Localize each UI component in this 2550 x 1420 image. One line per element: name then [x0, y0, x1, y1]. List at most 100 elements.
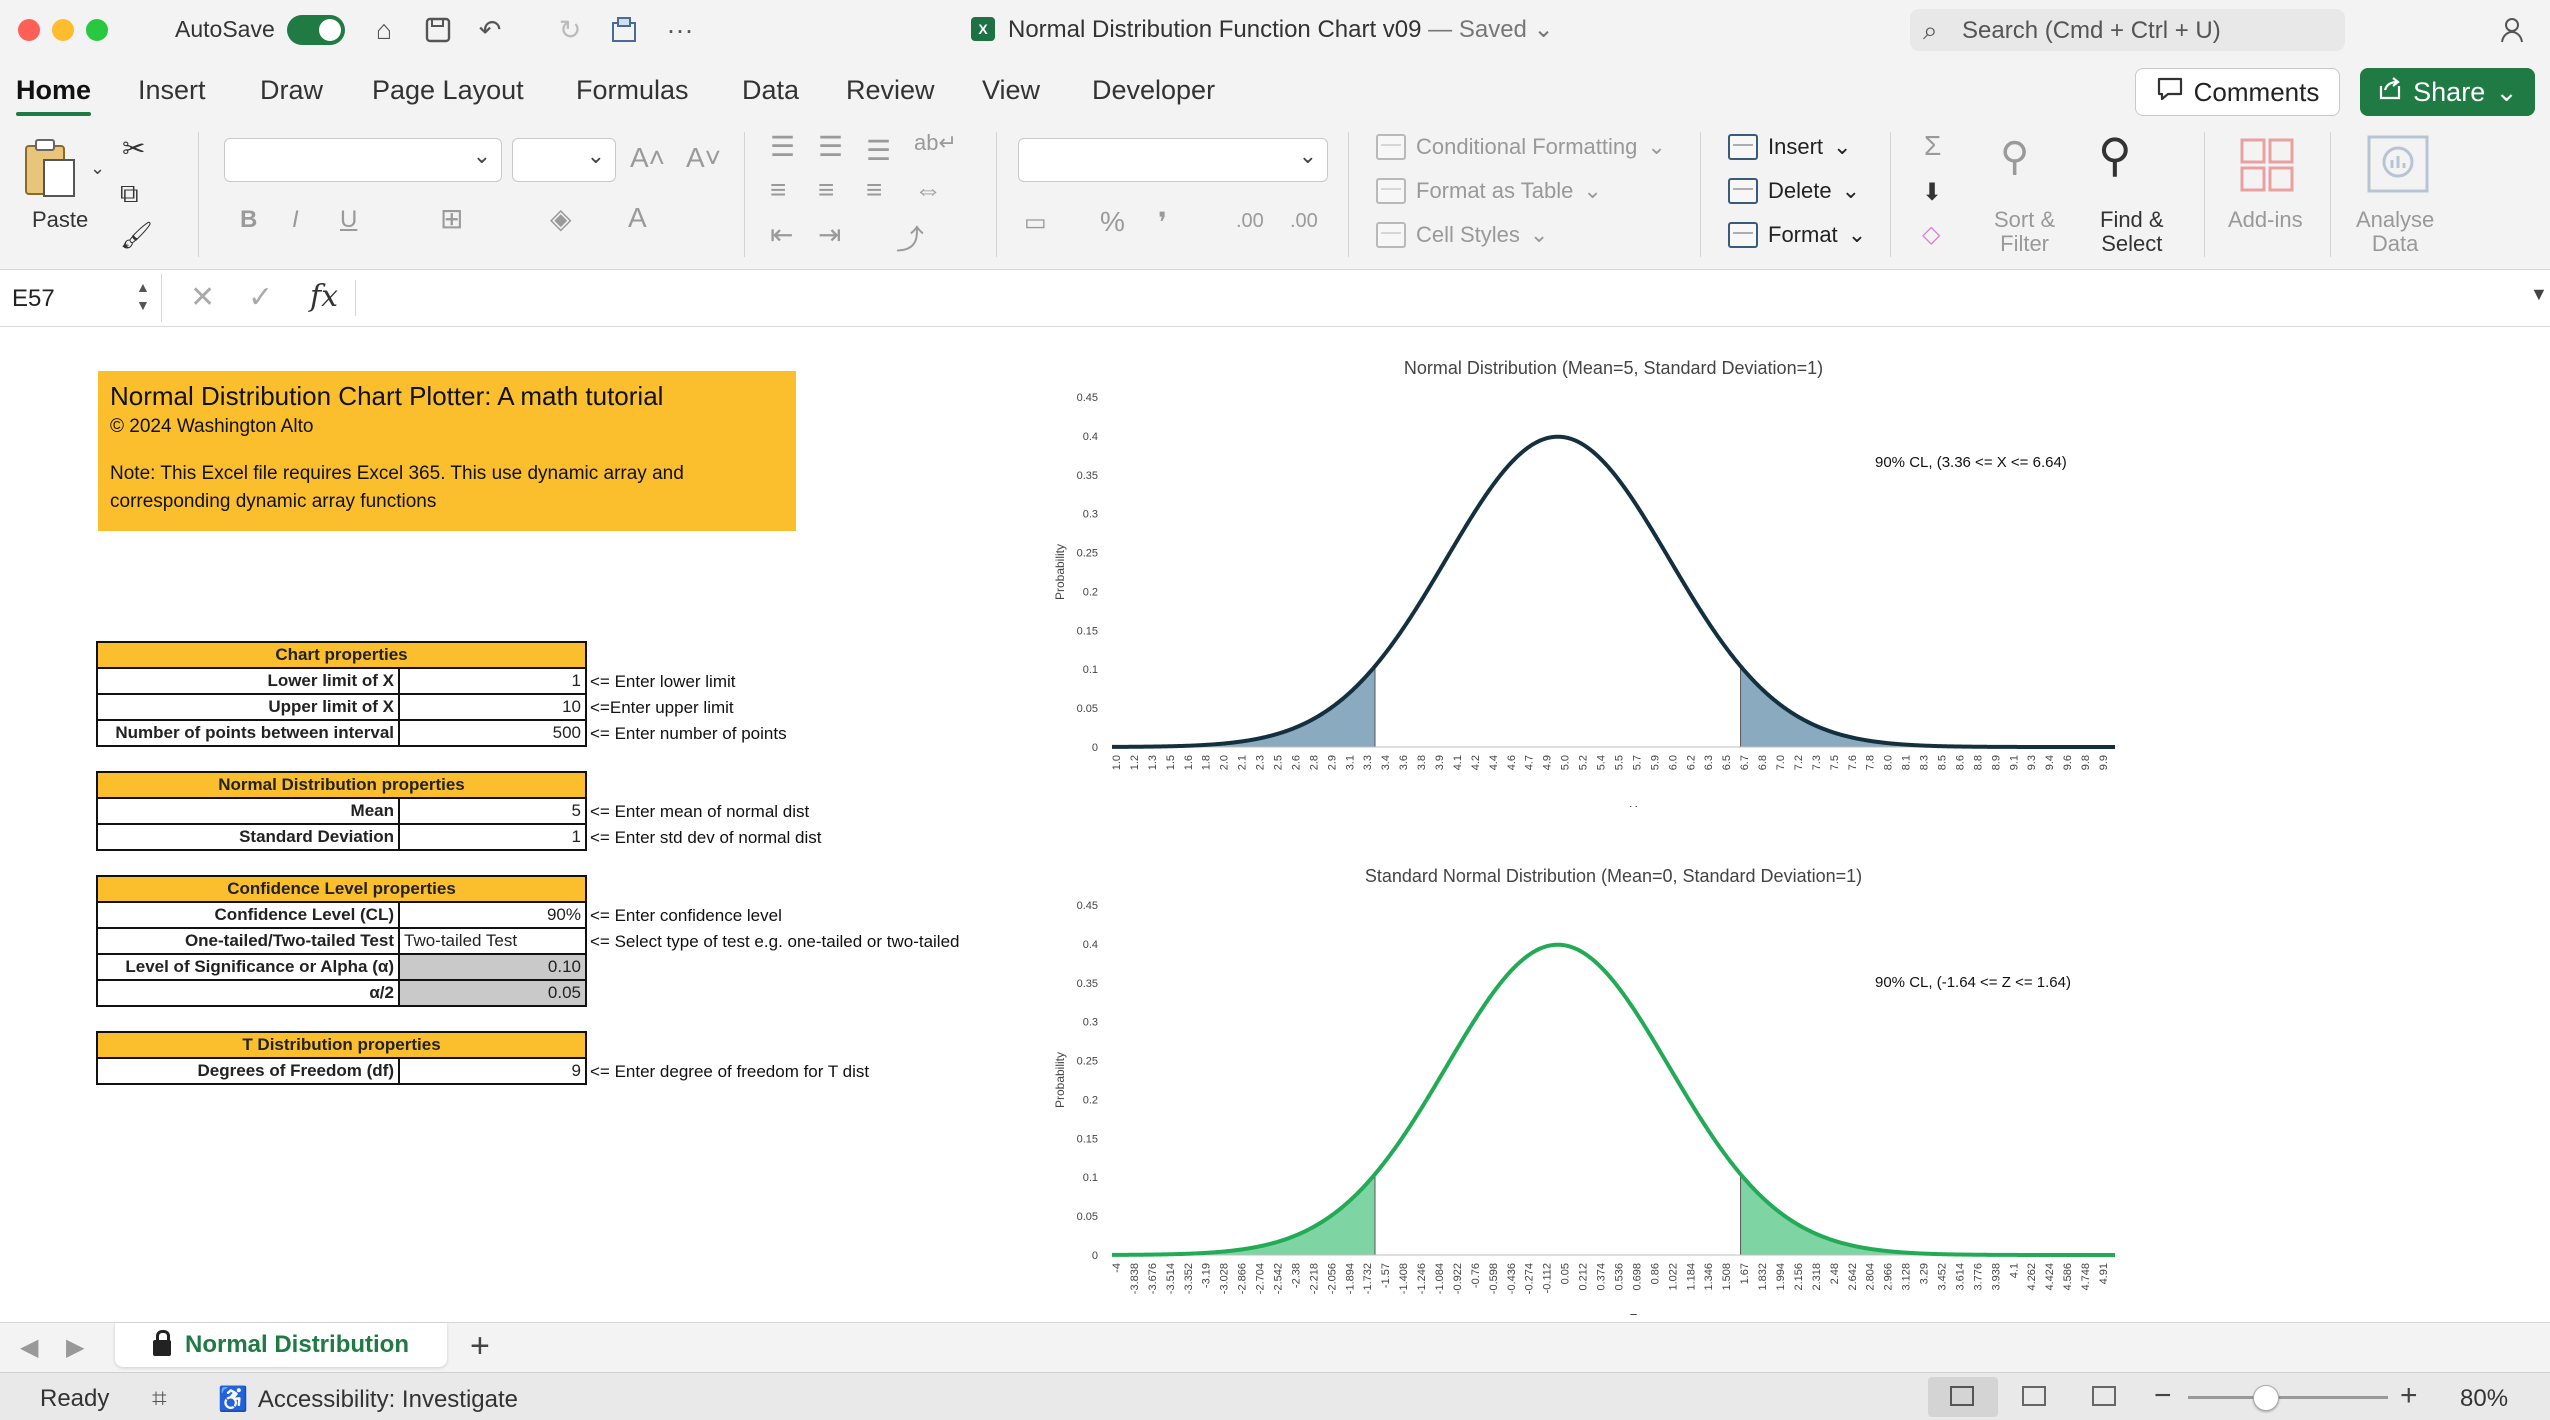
- normal-view-button[interactable]: [1928, 1377, 1998, 1417]
- property-label[interactable]: Upper limit of X: [96, 693, 400, 721]
- tab-view[interactable]: View: [982, 75, 1041, 105]
- name-box-stepper[interactable]: ▲ ▼: [136, 279, 150, 313]
- property-label[interactable]: Lower limit of X: [96, 667, 400, 695]
- redo-icon[interactable]: ↻: [558, 14, 582, 45]
- property-label[interactable]: Number of points between interval: [96, 719, 400, 747]
- format-cells-button[interactable]: Format ⌄: [1728, 222, 1866, 248]
- font-color-icon[interactable]: A: [628, 202, 647, 233]
- property-label[interactable]: α/2: [96, 979, 400, 1007]
- tab-insert[interactable]: Insert: [138, 75, 206, 105]
- tab-home[interactable]: Home: [16, 75, 92, 116]
- paste-icon[interactable]: [22, 136, 82, 205]
- confidence-level-cell[interactable]: 90%: [398, 901, 587, 929]
- account-icon[interactable]: [2496, 12, 2532, 48]
- align-right-icon[interactable]: ≡: [866, 174, 883, 205]
- find-select-label[interactable]: Find & Select: [2100, 207, 2164, 256]
- align-bottom-icon[interactable]: ☰: [866, 135, 892, 166]
- tab-draw[interactable]: Draw: [260, 75, 324, 105]
- property-label[interactable]: Confidence Level (CL): [96, 901, 400, 929]
- accessibility-status[interactable]: ♿ Accessibility: Investigate: [218, 1385, 518, 1414]
- share-button[interactable]: Share ⌄: [2360, 68, 2535, 116]
- cell-styles-button[interactable]: Cell Styles ⌄: [1376, 222, 1548, 248]
- property-label[interactable]: Level of Significance or Alpha (α): [96, 953, 400, 981]
- minimize-window-button[interactable]: [52, 19, 74, 41]
- tab-data[interactable]: Data: [742, 75, 800, 105]
- prev-sheet-icon[interactable]: ◀: [20, 1334, 39, 1361]
- mean-cell[interactable]: 5: [398, 797, 587, 825]
- worksheet-grid[interactable]: Normal Distribution Chart Plotter: A mat…: [0, 327, 2550, 1326]
- comma-style-icon[interactable]: ❜: [1158, 207, 1168, 238]
- add-ins-label[interactable]: Add-ins: [2228, 207, 2303, 232]
- decrease-indent-icon[interactable]: ⇤: [770, 219, 794, 250]
- orientation-icon[interactable]: ⤴: [896, 224, 925, 255]
- autosum-icon[interactable]: Σ: [1924, 130, 1942, 161]
- zoom-out-button[interactable]: −: [2154, 1379, 2172, 1412]
- font-name-select[interactable]: [224, 138, 502, 182]
- analyse-data-icon[interactable]: [2366, 134, 2430, 199]
- save-icon[interactable]: [420, 12, 456, 48]
- fill-color-icon[interactable]: ◈: [550, 203, 572, 234]
- page-layout-view-icon[interactable]: [2022, 1386, 2046, 1406]
- property-label[interactable]: Standard Deviation: [96, 823, 400, 851]
- next-sheet-icon[interactable]: ▶: [66, 1334, 85, 1361]
- property-label[interactable]: One-tailed/Two-tailed Test: [96, 927, 400, 955]
- cancel-entry-icon[interactable]: ✕: [190, 281, 216, 314]
- zoom-percentage[interactable]: 80%: [2460, 1385, 2509, 1412]
- align-middle-icon[interactable]: ☰: [818, 131, 844, 162]
- wrap-text-icon[interactable]: ab↵: [914, 130, 957, 155]
- number-format-select[interactable]: [1018, 138, 1328, 182]
- undo-icon[interactable]: ↶: [478, 14, 502, 45]
- borders-icon[interactable]: ⊞: [440, 203, 464, 234]
- comments-button[interactable]: Comments: [2135, 68, 2340, 116]
- align-top-icon[interactable]: ☰: [770, 131, 796, 162]
- copy-icon[interactable]: ⧉: [120, 178, 139, 208]
- tab-formulas[interactable]: Formulas: [576, 75, 689, 105]
- tab-page-layout[interactable]: Page Layout: [372, 75, 524, 105]
- property-label[interactable]: Mean: [96, 797, 400, 825]
- property-label[interactable]: Degrees of Freedom (df): [96, 1057, 400, 1085]
- tab-developer[interactable]: Developer: [1092, 75, 1216, 105]
- points-cell[interactable]: 500: [398, 719, 587, 747]
- page-break-view-icon[interactable]: [2092, 1386, 2116, 1406]
- insert-cells-button[interactable]: Insert ⌄: [1728, 134, 1851, 160]
- conditional-formatting-button[interactable]: Conditional Formatting ⌄: [1376, 134, 1666, 160]
- fill-icon[interactable]: ⬇: [1922, 179, 1943, 206]
- increase-indent-icon[interactable]: ⇥: [818, 219, 842, 250]
- search-input[interactable]: ⌕ Search (Cmd + Ctrl + U): [1910, 9, 2345, 51]
- normal-distribution-chart[interactable]: Normal Distribution (Mean=5, Standard De…: [1040, 357, 2140, 818]
- standard-normal-chart[interactable]: Standard Normal Distribution (Mean=0, St…: [1040, 865, 2140, 1326]
- cut-icon[interactable]: ✂: [122, 133, 146, 164]
- format-as-table-button[interactable]: Format as Table ⌄: [1376, 178, 1602, 204]
- half-alpha-cell[interactable]: 0.05: [398, 979, 587, 1007]
- clear-icon[interactable]: ◇: [1922, 221, 1941, 248]
- align-left-icon[interactable]: ≡: [770, 174, 787, 205]
- add-sheet-button[interactable]: +: [470, 1327, 490, 1365]
- alpha-cell[interactable]: 0.10: [398, 953, 587, 981]
- sort-filter-icon[interactable]: ⚲: [2000, 135, 2030, 179]
- decrease-decimal-icon[interactable]: .00: [1290, 210, 1318, 232]
- accounting-format-icon[interactable]: ▭: [1024, 209, 1047, 236]
- add-ins-icon[interactable]: [2238, 136, 2296, 199]
- expand-formula-bar-icon[interactable]: ▼: [2530, 284, 2548, 304]
- autosave-toggle[interactable]: [287, 15, 345, 45]
- font-size-select[interactable]: [512, 138, 616, 182]
- tab-review[interactable]: Review: [846, 75, 935, 105]
- close-window-button[interactable]: [18, 19, 40, 41]
- std-dev-cell[interactable]: 1: [398, 823, 587, 851]
- zoom-slider[interactable]: [2188, 1396, 2388, 1399]
- format-painter-icon[interactable]: 🖌: [120, 220, 154, 250]
- home-icon[interactable]: ⌂: [375, 14, 393, 45]
- insert-function-icon[interactable]: fx: [310, 279, 339, 314]
- decrease-font-size-icon[interactable]: A˅: [686, 142, 722, 173]
- formula-input[interactable]: [370, 278, 2520, 318]
- name-box[interactable]: E57: [0, 274, 162, 322]
- bold-icon[interactable]: B: [240, 206, 258, 233]
- upper-limit-cell[interactable]: 10: [398, 693, 587, 721]
- merge-center-icon[interactable]: ⇔: [914, 174, 942, 205]
- increase-decimal-icon[interactable]: .00: [1236, 210, 1264, 232]
- percent-style-icon[interactable]: %: [1100, 206, 1125, 237]
- more-icon[interactable]: ···: [666, 14, 694, 45]
- lower-limit-cell[interactable]: 1: [398, 667, 587, 695]
- analyse-data-label[interactable]: Analyse Data: [2356, 207, 2435, 256]
- increase-font-size-icon[interactable]: A˄: [630, 142, 666, 173]
